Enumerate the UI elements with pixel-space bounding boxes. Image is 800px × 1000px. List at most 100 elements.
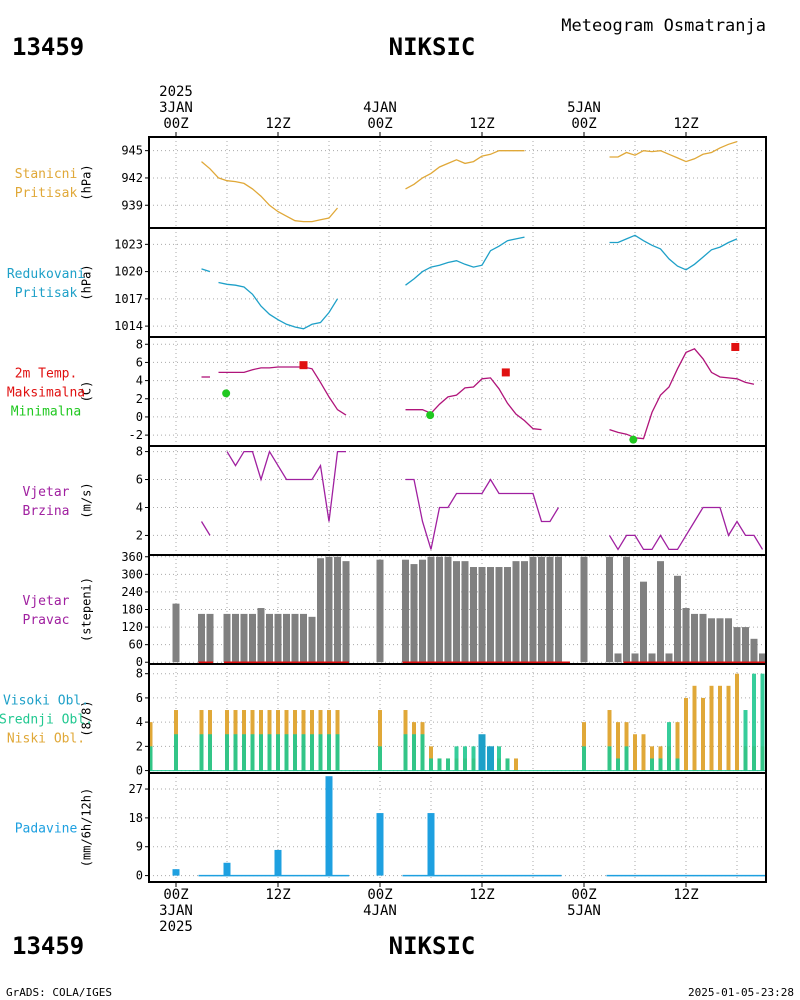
time-tick-label: 4JAN (363, 903, 397, 919)
time-tick-label: 12Z (265, 116, 290, 132)
cloud-bar-1 (199, 734, 204, 771)
time-tick-label: 00Z (571, 887, 596, 903)
credit: GrADS: COLA/IGES (6, 986, 112, 999)
panel-title-2: Minimalna (11, 405, 81, 420)
cloud-bar-1 (743, 710, 748, 771)
cloud-bar-1 (454, 746, 459, 771)
station-name-top: NIKSIC (389, 33, 476, 61)
series-line-0 (200, 521, 211, 536)
bar (487, 567, 494, 663)
bar (580, 556, 588, 663)
y-axis-label: (C) (80, 381, 94, 403)
bar (325, 556, 333, 663)
bar (249, 613, 256, 663)
bar (546, 556, 554, 663)
bar (291, 613, 299, 663)
ytick-label: 27 (129, 782, 143, 796)
panel-title-0: Stanicni (15, 167, 78, 182)
panel-4: 0 60 120 180 240 300 360 (stepeni) Vjetar Pravac (23, 550, 767, 669)
cloud-bar-1 (242, 734, 246, 771)
time-tick-label: 00Z (163, 116, 188, 132)
panel-title-1: Pritisak (15, 286, 78, 301)
cloud-bar-0 (718, 685, 722, 771)
bar (283, 613, 290, 663)
cloud-bar-1 (233, 734, 238, 771)
ytick-label: 300 (121, 567, 143, 581)
cloud-bar-1 (463, 746, 467, 771)
ytick-label: 0 (136, 764, 143, 778)
ytick-label: 240 (121, 585, 143, 599)
cloud-bar-1 (429, 758, 433, 771)
bar (419, 559, 426, 663)
station-id-top: 13459 (12, 33, 84, 61)
bar (206, 613, 214, 663)
cloud-bar-1 (437, 758, 442, 771)
bar (614, 653, 622, 663)
cloud-bar-1 (675, 758, 680, 771)
series-line-1 (218, 281, 339, 330)
ytick-label: 0 (136, 869, 143, 883)
cloud-bar-0 (675, 722, 680, 771)
bar (674, 575, 681, 663)
bar (725, 618, 732, 663)
cloud-bar-1 (607, 746, 612, 771)
cloud-bar-0 (692, 685, 697, 771)
cloud-bar-1 (616, 758, 620, 771)
cloud-bar-1 (403, 734, 408, 771)
cloud-bar-0 (616, 722, 620, 771)
cloud-bar-1 (310, 734, 314, 771)
bar (716, 618, 724, 663)
time-tick-label: 00Z (163, 887, 188, 903)
panel-title-1: Srednji Obl. (0, 713, 93, 728)
panel-frame (148, 772, 767, 883)
cloud-bar-1 (250, 734, 255, 771)
panel-title-1: Maksimalna (7, 386, 85, 401)
cloud-bar-1 (148, 746, 153, 771)
ytick-label: 18 (129, 811, 143, 825)
panel-2: -2 0 2 4 6 8 (C)2m Temp. Maksimalna Minimalna (7, 336, 767, 447)
cloud-bar-1 (327, 734, 331, 771)
y-axis-label: (8/8) (80, 700, 94, 736)
cloud-bar-0 (701, 697, 705, 771)
cloud-bar-0 (735, 673, 739, 771)
panel-frame (148, 336, 767, 447)
ytick-label: 6 (136, 355, 143, 369)
cloud-bar-0 (726, 685, 731, 771)
ytick-label: 1020 (114, 265, 143, 279)
panel-title-0: Visoki Obl. (3, 694, 89, 709)
bar (172, 603, 180, 663)
cloud-bar-1 (259, 734, 263, 771)
time-tick-label: 5JAN (567, 100, 601, 116)
cloud-bar-1 (650, 758, 654, 771)
bar (376, 559, 384, 663)
cloud-bar-1 (208, 734, 212, 771)
max-temp-marker (501, 368, 510, 377)
cloud-bar-2 (487, 746, 494, 771)
time-tick-label: 00Z (367, 887, 392, 903)
panel-title-1: Brzina (23, 504, 70, 519)
bar (444, 556, 452, 663)
bar (470, 567, 477, 663)
bar (453, 561, 460, 663)
y-axis-label: (hPa) (80, 164, 94, 200)
cloud-bar-0 (514, 758, 518, 771)
time-tick-label: 2025 (159, 919, 193, 935)
time-tick-label: 3JAN (159, 100, 193, 116)
cloud-bar-0 (641, 734, 646, 771)
ytick-label: 0 (136, 410, 143, 424)
meteogram-panels: 939942945(hPa)StanicniPritisak1014101710… (0, 136, 767, 883)
station-id-bottom: 13459 (12, 932, 84, 960)
panel-6: 0 9 18 27 (mm/6h/12h)Padavine (15, 772, 767, 883)
bar (274, 849, 282, 876)
min-temp-marker (222, 389, 231, 398)
bar (606, 556, 613, 663)
panel-title-0: Vjetar (23, 594, 70, 609)
bar (410, 564, 418, 663)
panel-3: 2 4 6 8 (m/s) Vjetar Brzina (23, 445, 767, 556)
cloud-bar-1 (752, 673, 756, 771)
series-line-3 (609, 234, 738, 271)
panel-title-1: Pritisak (15, 186, 78, 201)
series-line-2 (405, 236, 525, 286)
cloud-bar-1 (497, 746, 501, 771)
